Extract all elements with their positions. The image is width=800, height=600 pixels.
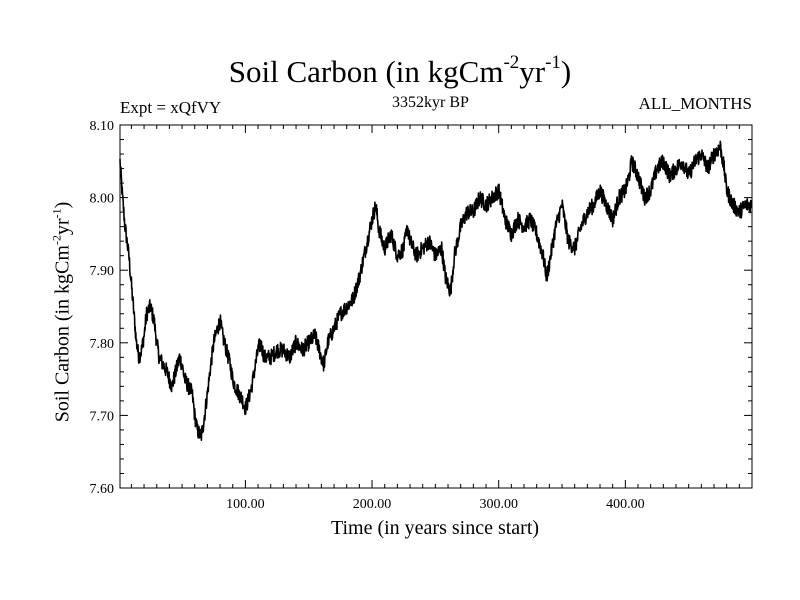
x-axis-label: Time (in years since start) — [330, 517, 540, 539]
y-tick-label: 7.60 — [90, 482, 115, 497]
months-label: ALL_MONTHS — [638, 94, 752, 113]
experiment-label: Expt = xQfVY — [120, 98, 222, 117]
y-tick-label: 8.10 — [90, 119, 115, 134]
x-tick-label: 300.00 — [479, 497, 518, 512]
series-group — [119, 140, 753, 442]
x-tick-label: 400.00 — [606, 497, 645, 512]
x-tick-label: 100.00 — [226, 497, 265, 512]
tick-group: 100.00 200.00 300.00 400.00 7.60 7.70 7.80 7.90… — [90, 119, 752, 512]
y-tick-label: 7.70 — [90, 409, 115, 424]
series-line — [119, 140, 753, 442]
y-tick-label: 8.00 — [90, 192, 115, 207]
period-label: 3352kyr BP — [392, 94, 469, 111]
x-tick-label: 200.00 — [353, 497, 392, 512]
y-tick-label: 7.80 — [90, 337, 115, 352]
plot-frame — [119, 124, 753, 489]
y-tick-label: 7.90 — [90, 264, 115, 279]
chart-title: Soil Carbon (in kgCm-2yr-1) — [228, 52, 572, 89]
